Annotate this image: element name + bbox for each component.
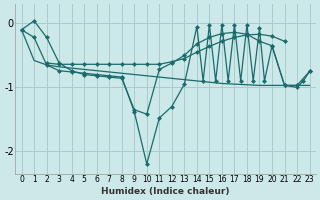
X-axis label: Humidex (Indice chaleur): Humidex (Indice chaleur) — [101, 187, 230, 196]
